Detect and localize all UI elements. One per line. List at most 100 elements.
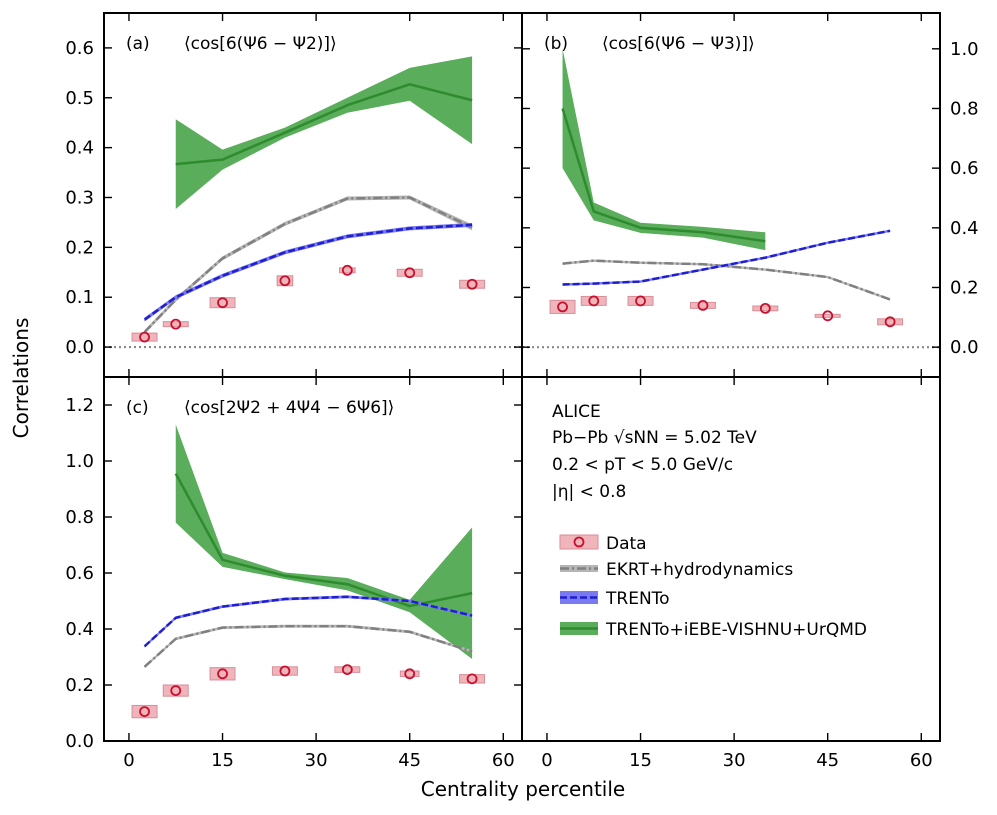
data-syst-box xyxy=(689,301,716,309)
y-tick-label: 0.1 xyxy=(65,287,94,308)
x-tick-label: 0 xyxy=(123,750,134,771)
y-tick-label: 0.6 xyxy=(65,38,94,59)
data-point xyxy=(139,331,150,343)
data-point xyxy=(557,301,568,313)
legend-vishnu-label: TRENTo+iEBE-VISHNU+UrQMD xyxy=(605,620,867,640)
panel-b-tag: (b) xyxy=(544,34,568,54)
legend-data-marker xyxy=(573,536,585,548)
data-syst-box xyxy=(814,313,841,318)
ekrt-line xyxy=(143,196,473,333)
ekrt-line xyxy=(562,259,891,301)
y-tick-label: 0.0 xyxy=(950,337,979,358)
info-block: ALICE Pb−Pb √sNN = 5.02 TeV 0.2 < pT < 5… xyxy=(552,402,757,502)
panel-info xyxy=(521,376,941,742)
panel-c-tag: (c) xyxy=(126,398,149,418)
panel-c: 0 15 30 45 60 0.0 0.2 0.4 0.6 0.8 1.0 1.2 (c) ⟨cos[2Ψ… xyxy=(65,376,523,771)
x-tick-label: 15 xyxy=(629,750,652,771)
trento-line xyxy=(143,595,473,648)
data-point xyxy=(466,673,478,685)
y-tick-label: 0.2 xyxy=(950,277,979,298)
data-point xyxy=(279,275,291,287)
ekrt-uncertainty-band xyxy=(144,195,473,335)
data-syst-box xyxy=(459,279,486,289)
y-tick-label: 0.4 xyxy=(65,619,94,640)
data-syst-box xyxy=(459,674,486,684)
data-point xyxy=(217,668,228,680)
data-syst-box xyxy=(271,666,298,676)
data-point xyxy=(139,706,150,717)
y-tick-label: 0.8 xyxy=(65,507,94,528)
pt-range-label: 0.2 < pT < 5.0 GeV/c xyxy=(552,455,733,475)
y-tick-label: 1.0 xyxy=(65,451,94,472)
x-tick-label: 15 xyxy=(211,750,234,771)
y-tick-label: 0.6 xyxy=(65,563,94,584)
data-point xyxy=(822,310,834,322)
data-syst-box xyxy=(399,670,420,678)
data-point xyxy=(341,264,353,276)
legend-item-trento: TRENTo xyxy=(560,589,670,609)
legend-item-ekrt: EKRT+hydrodynamics xyxy=(560,560,793,580)
data-point xyxy=(170,318,182,330)
data-syst-box xyxy=(396,268,423,277)
data-point xyxy=(279,665,291,677)
data-syst-box xyxy=(209,667,236,681)
x-tick-label: 30 xyxy=(305,750,328,771)
data-syst-box xyxy=(334,666,361,673)
y-tick-label: 0.4 xyxy=(65,138,94,159)
trento-line xyxy=(143,223,473,321)
data-syst-box xyxy=(339,267,356,274)
x-tick-label: 45 xyxy=(398,750,421,771)
y-tick-label: 0.4 xyxy=(950,218,979,239)
legend-trento-label: TRENTo xyxy=(605,589,670,609)
y-tick-label: 0.5 xyxy=(65,88,94,109)
trento-line xyxy=(562,229,891,286)
y-tick-label: 1.2 xyxy=(65,395,94,416)
x-tick-label: 30 xyxy=(723,750,746,771)
data-point xyxy=(635,295,646,307)
legend-item-vishnu: TRENTo+iEBE-VISHNU+UrQMD xyxy=(560,620,867,640)
data-point xyxy=(884,316,896,328)
y-tick-label: 0.3 xyxy=(65,187,94,208)
legend-data-label: Data xyxy=(606,534,647,554)
panel-info-frame xyxy=(521,376,941,742)
data-point xyxy=(466,278,478,290)
panel-b-title: ⟨cos[6(Ψ6 − Ψ3)]⟩ xyxy=(602,34,755,54)
data-syst-box xyxy=(877,318,904,326)
vishnu-line xyxy=(561,108,766,243)
system-label: Pb−Pb √sNN = 5.02 TeV xyxy=(552,428,757,448)
vishnu-uncertainty-band xyxy=(175,424,473,659)
y-tick-label: 0.0 xyxy=(65,731,94,752)
panel-a-tag: (a) xyxy=(126,34,150,54)
legend: Data EKRT+hydrodynamics TRENTo TRENTo+iE… xyxy=(559,534,867,640)
data-point xyxy=(404,267,416,279)
legend-trento-band xyxy=(560,591,598,604)
panel-c-title: ⟨cos[2Ψ2 + 4Ψ4 − 6Ψ6]⟩ xyxy=(184,398,394,418)
panel-c-plot-area xyxy=(131,424,486,719)
ekrt-line xyxy=(143,624,473,668)
data-syst-box xyxy=(276,275,294,287)
data-point xyxy=(697,299,709,311)
data-syst-box xyxy=(580,295,607,306)
y-tick-label: 0.0 xyxy=(65,337,94,358)
panel-b: 0 15 30 45 60 0.0 0.2 0.4 0.6 0.8 1.0 (b) ⟨cos[6(Ψ6 … xyxy=(521,12,979,771)
legend-ekrt-label: EKRT+hydrodynamics xyxy=(606,560,793,580)
panel-a: 0.0 0.1 0.2 0.3 0.4 0.5 0.6 (a) ⟨cos[6(Ψ6 − Ψ2)]… xyxy=(65,12,523,378)
data-point xyxy=(170,685,182,696)
eta-range-label: |η| < 0.8 xyxy=(552,482,626,502)
y-axis-label: Correlations xyxy=(9,318,33,439)
panel-a-plot-area xyxy=(104,56,522,349)
x-tick-label: 0 xyxy=(541,750,552,771)
data-syst-box xyxy=(162,321,189,328)
panel-a-title: ⟨cos[6(Ψ6 − Ψ2)]⟩ xyxy=(184,34,337,54)
data-syst-box xyxy=(209,297,236,309)
legend-data-box xyxy=(559,534,599,550)
x-tick-label: 45 xyxy=(816,750,839,771)
data-point xyxy=(217,297,228,309)
y-tick-label: 0.2 xyxy=(65,675,94,696)
data-point xyxy=(759,302,771,314)
x-tick-label: 60 xyxy=(492,750,515,771)
y-tick-label: 0.6 xyxy=(950,158,979,179)
data-syst-box xyxy=(549,299,576,314)
vishnu-uncertainty-band xyxy=(562,48,766,251)
